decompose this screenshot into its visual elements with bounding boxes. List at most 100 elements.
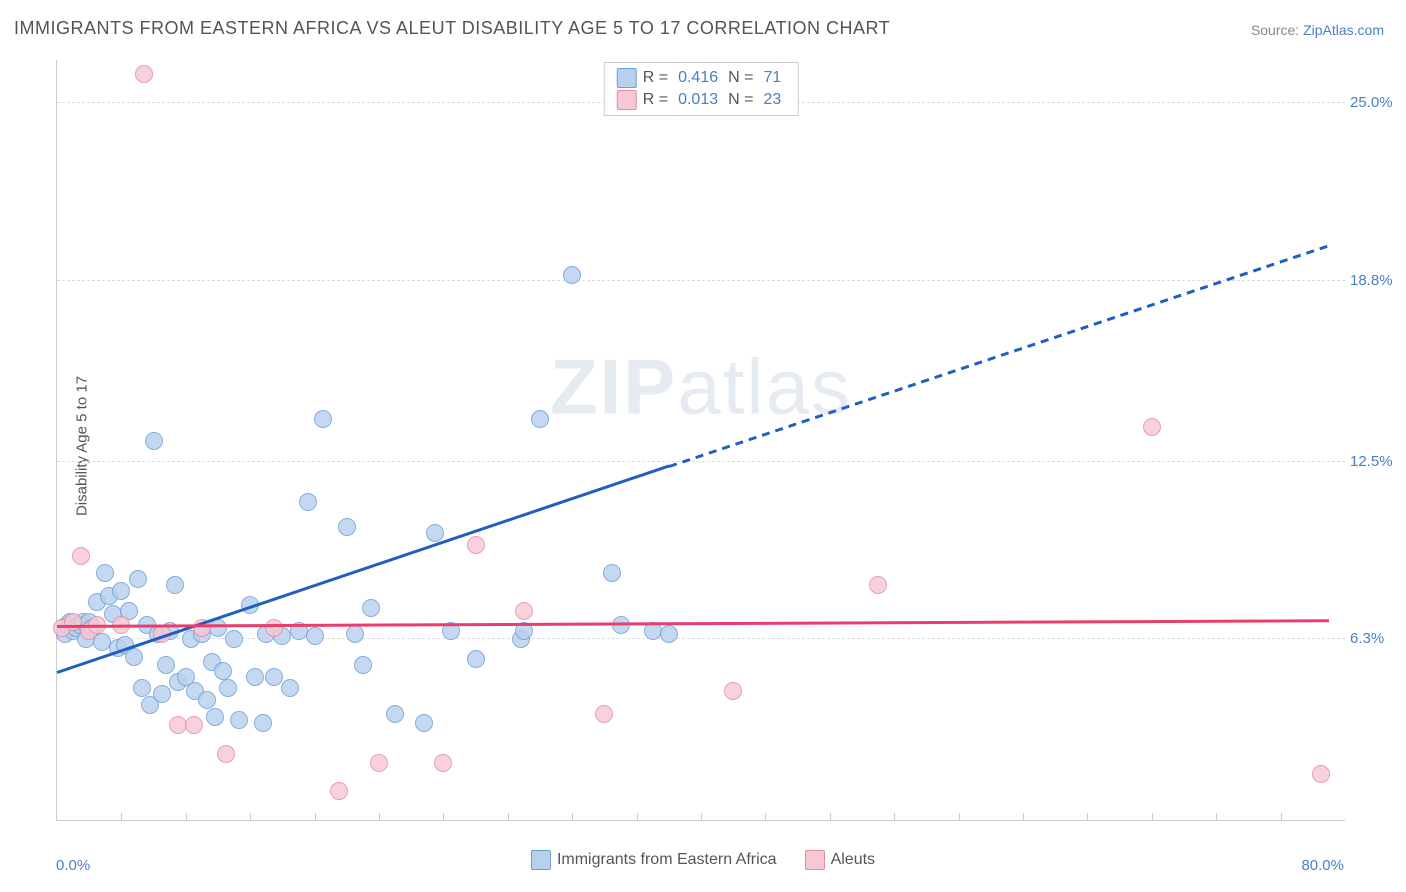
x-tick <box>637 813 638 821</box>
trend-line <box>57 465 670 674</box>
data-point <box>1312 765 1330 783</box>
data-point <box>869 576 887 594</box>
legend-r-label: R = <box>643 67 668 89</box>
data-point <box>1143 418 1161 436</box>
legend-series-item: Immigrants from Eastern Africa <box>531 850 777 870</box>
data-point <box>434 754 452 772</box>
legend-stats-row: R = 0.416 N = 71 <box>617 67 786 89</box>
data-point <box>426 524 444 542</box>
gridline <box>57 461 1345 462</box>
source-attribution: Source: ZipAtlas.com <box>1251 22 1384 38</box>
legend-swatch-blue <box>531 850 551 870</box>
source-link[interactable]: ZipAtlas.com <box>1303 22 1384 38</box>
x-tick <box>572 813 573 821</box>
data-point <box>230 711 248 729</box>
data-point <box>133 679 151 697</box>
gridline <box>57 638 1345 639</box>
data-point <box>563 266 581 284</box>
data-point <box>206 708 224 726</box>
legend-r-value: 0.416 <box>678 67 718 89</box>
data-point <box>386 705 404 723</box>
data-point <box>354 656 372 674</box>
legend-n-label: N = <box>728 89 753 111</box>
data-point <box>246 668 264 686</box>
legend-series: Immigrants from Eastern Africa Aleuts <box>531 850 875 870</box>
data-point <box>135 65 153 83</box>
data-point <box>125 648 143 666</box>
data-point <box>467 650 485 668</box>
data-point <box>467 536 485 554</box>
x-tick <box>186 813 187 821</box>
data-point <box>595 705 613 723</box>
data-point <box>145 432 163 450</box>
legend-r-label: R = <box>643 89 668 111</box>
legend-stats: R = 0.416 N = 71 R = 0.013 N = 23 <box>604 62 799 116</box>
data-point <box>112 582 130 600</box>
x-tick <box>315 813 316 821</box>
data-point <box>254 714 272 732</box>
trend-line <box>57 620 1329 628</box>
x-tick <box>1281 813 1282 821</box>
chart-plot-area: ZIPatlas R = 0.416 N = 71 R = 0.013 N = … <box>56 60 1345 821</box>
y-tick-label: 12.5% <box>1350 453 1393 470</box>
data-point <box>209 619 227 637</box>
legend-n-value: 71 <box>763 67 781 89</box>
legend-r-value: 0.013 <box>678 89 718 111</box>
legend-n-label: N = <box>728 67 753 89</box>
data-point <box>299 493 317 511</box>
gridline <box>57 280 1345 281</box>
data-point <box>362 599 380 617</box>
x-tick <box>250 813 251 821</box>
data-point <box>415 714 433 732</box>
data-point <box>185 716 203 734</box>
y-tick-label: 25.0% <box>1350 94 1393 111</box>
data-point <box>370 754 388 772</box>
data-point <box>265 668 283 686</box>
legend-swatch-blue <box>617 68 637 88</box>
data-point <box>214 662 232 680</box>
data-point <box>330 782 348 800</box>
x-axis-max-label: 80.0% <box>1301 857 1344 874</box>
legend-stats-row: R = 0.013 N = 23 <box>617 89 786 111</box>
legend-swatch-pink <box>617 90 637 110</box>
data-point <box>603 564 621 582</box>
data-point <box>96 564 114 582</box>
data-point <box>515 602 533 620</box>
data-point <box>346 625 364 643</box>
data-point <box>724 682 742 700</box>
data-point <box>219 679 237 697</box>
watermark-light: atlas <box>677 342 852 430</box>
x-tick <box>894 813 895 821</box>
x-tick <box>765 813 766 821</box>
data-point <box>338 518 356 536</box>
x-tick <box>443 813 444 821</box>
data-point <box>314 410 332 428</box>
x-tick <box>508 813 509 821</box>
x-tick <box>701 813 702 821</box>
data-point <box>531 410 549 428</box>
data-point <box>157 656 175 674</box>
data-point <box>217 745 235 763</box>
trend-line <box>668 244 1329 467</box>
x-tick <box>1023 813 1024 821</box>
legend-series-label: Immigrants from Eastern Africa <box>557 851 777 869</box>
source-label: Source: <box>1251 22 1303 38</box>
data-point <box>306 627 324 645</box>
y-tick-label: 6.3% <box>1350 630 1384 647</box>
watermark-bold: ZIP <box>550 342 677 430</box>
y-tick-label: 18.8% <box>1350 272 1393 289</box>
x-tick <box>959 813 960 821</box>
x-tick <box>121 813 122 821</box>
legend-n-value: 23 <box>763 89 781 111</box>
legend-swatch-pink <box>805 850 825 870</box>
data-point <box>129 570 147 588</box>
x-tick <box>1152 813 1153 821</box>
data-point <box>225 630 243 648</box>
legend-series-label: Aleuts <box>831 851 875 869</box>
x-tick <box>830 813 831 821</box>
x-tick <box>379 813 380 821</box>
data-point <box>153 685 171 703</box>
x-tick <box>1216 813 1217 821</box>
x-tick <box>1087 813 1088 821</box>
data-point <box>660 625 678 643</box>
